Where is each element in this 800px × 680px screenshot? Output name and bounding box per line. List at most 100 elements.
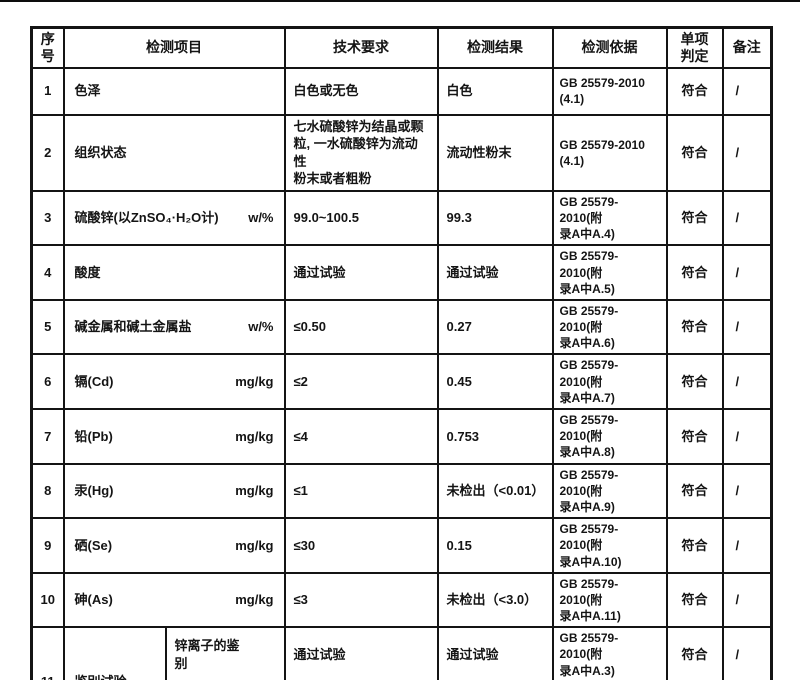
item-cell: 组织状态: [62, 113, 286, 192]
item-cell: 砷(As) mg/kg: [62, 571, 286, 629]
requirement-cell: ≤4: [283, 408, 439, 465]
table-row: 3 硫酸锌(以ZnSO₄·H₂O计) w/% 99.0~100.5 99.3 GB…: [30, 189, 773, 247]
item-cell: 汞(Hg) mg/kg: [62, 462, 286, 520]
result-cell: 99.3: [436, 189, 554, 247]
requirement-cell: 99.0~100.5: [283, 189, 439, 247]
judgment-cell: 符合: [665, 517, 724, 574]
result-cell: 0.15: [436, 517, 554, 574]
row-no: 6: [30, 353, 65, 411]
remark-cell: /: [721, 189, 773, 247]
item-label: 砷(As): [74, 592, 113, 608]
header-judgment: 单项 判定: [665, 26, 724, 69]
basis-cell: GB 25579-2010(附 录A中A.9): [551, 462, 668, 520]
requirement-cell: ≤2: [283, 353, 439, 411]
judgment-cell: 符合: [665, 462, 724, 520]
table-row: 5 碱金属和碱土金属盐 w/% ≤0.50 0.27 GB 25579-2010(…: [30, 298, 773, 356]
result-cell: 0.45: [436, 353, 554, 411]
item-unit: w/%: [248, 210, 274, 226]
item-cell: 色泽: [62, 66, 286, 116]
item-label: 硒(Se): [74, 537, 113, 553]
judgment-cell: 符合: [665, 571, 724, 629]
remark-cell: /: [721, 462, 773, 520]
item-label: 组织状态: [74, 144, 127, 160]
table-header-row: 序号 检测项目 技术要求 检测结果 检测依据 单项 判定 备注: [30, 26, 773, 69]
item-label: 色泽: [74, 83, 101, 99]
result-cell: 0.27: [436, 298, 554, 356]
row-no: 1: [30, 66, 65, 116]
judgment-cell: 符合: [665, 113, 724, 192]
header-item: 检测项目: [62, 26, 286, 69]
requirement-cell: ≤3: [283, 571, 439, 629]
item-label: 汞(Hg): [74, 483, 114, 499]
requirement-cell: ≤30: [283, 517, 439, 574]
header-remark: 备注: [721, 26, 773, 69]
item-label: 镉(Cd): [74, 373, 114, 389]
remark-cell: /: [721, 408, 773, 465]
remark-cell: /: [721, 571, 773, 629]
row-no: 9: [30, 517, 65, 574]
result-cell: 流动性粉末: [436, 113, 554, 192]
row-no: 2: [30, 113, 65, 192]
row-no: 4: [30, 244, 65, 301]
item-unit: w/%: [248, 319, 274, 335]
scan-edge-artifact: [0, 0, 800, 2]
result-cell: 白色: [436, 66, 554, 116]
item-cell: 镉(Cd) mg/kg: [62, 353, 286, 411]
item-cell: 碱金属和碱土金属盐 w/%: [62, 298, 286, 356]
item-cell: 硫酸锌(以ZnSO₄·H₂O计) w/%: [62, 189, 286, 247]
basis-cell: GB 25579-2010 (4.1): [551, 66, 668, 116]
item-unit: mg/kg: [235, 483, 274, 499]
header-basis: 检测依据: [551, 26, 668, 69]
result-cell: 未检出（<3.0）: [436, 571, 554, 629]
basis-cell: GB 25579-2010(附 录A中A.5): [551, 244, 668, 301]
table-row: 2 组织状态 七水硫酸锌为结晶或颗 粒, 一水硫酸锌为流动性 粉末或者粗粉 流动…: [30, 113, 773, 192]
judgment-cell: 符合: [665, 298, 724, 356]
item-label: 酸度: [74, 264, 101, 280]
table-row: 8 汞(Hg) mg/kg ≤1 未检出（<0.01） GB 25579-2010…: [30, 462, 773, 520]
item-cell: 酸度: [62, 244, 286, 301]
table-row: 10 砷(As) mg/kg ≤3 未检出（<3.0） GB 25579-2010…: [30, 571, 773, 629]
item-label: 铅(Pb): [74, 428, 113, 444]
basis-cell: GB 25579-2010(附 录A中A.8): [551, 408, 668, 465]
requirement-cell: ≤0.50: [283, 298, 439, 356]
row-no: 11: [30, 626, 65, 680]
requirement-cell: ≤1: [283, 462, 439, 520]
item-label: 碱金属和碱土金属盐: [74, 319, 192, 335]
table-row: 1 色泽 白色或无色 白色 GB 25579-2010 (4.1) 符合 /: [30, 66, 773, 116]
group-item-cell: 鉴别试验: [62, 626, 167, 680]
item-unit: mg/kg: [235, 537, 274, 553]
judgment-cell: 符合: [665, 408, 724, 465]
item-unit: mg/kg: [235, 373, 274, 389]
remark-cell: /: [721, 298, 773, 356]
row-no: 7: [30, 408, 65, 465]
subitem-cell: 锌离子的鉴 别: [164, 626, 286, 680]
basis-cell: GB 25579-2010 (4.1): [551, 113, 668, 192]
basis-cell: GB 25579-2010(附 录A中A.10): [551, 517, 668, 574]
header-no: 序号: [30, 26, 65, 69]
result-cell: 通过试验: [436, 244, 554, 301]
test-report-table: 序号 检测项目 技术要求 检测结果 检测依据 单项 判定 备注 1 色泽 白色或…: [30, 26, 773, 680]
header-result: 检测结果: [436, 26, 554, 69]
row-no: 8: [30, 462, 65, 520]
item-unit: mg/kg: [235, 592, 274, 608]
basis-cell: GB 25579-2010(附 录A中A.6): [551, 298, 668, 356]
judgment-cell: 符合: [665, 626, 724, 680]
row-no: 5: [30, 298, 65, 356]
result-cell: 通过试验: [436, 626, 554, 680]
judgment-cell: 符合: [665, 244, 724, 301]
requirement-cell: 通过试验: [283, 244, 439, 301]
requirement-cell: 七水硫酸锌为结晶或颗 粒, 一水硫酸锌为流动性 粉末或者粗粉: [283, 113, 439, 192]
basis-cell: GB 25579-2010(附 录A中A.4): [551, 189, 668, 247]
judgment-cell: 符合: [665, 66, 724, 116]
row-no: 3: [30, 189, 65, 247]
item-label: 硫酸锌(以ZnSO₄·H₂O计): [74, 210, 219, 226]
item-unit: mg/kg: [235, 428, 274, 444]
requirement-cell: 白色或无色: [283, 66, 439, 116]
row-no: 10: [30, 571, 65, 629]
table-row: 6 镉(Cd) mg/kg ≤2 0.45 GB 25579-2010(附 录A中…: [30, 353, 773, 411]
basis-cell: GB 25579-2010(附 录A中A.3): [551, 626, 668, 680]
remark-cell: /: [721, 244, 773, 301]
remark-cell: /: [721, 353, 773, 411]
judgment-cell: 符合: [665, 189, 724, 247]
requirement-cell: 通过试验: [283, 626, 439, 680]
